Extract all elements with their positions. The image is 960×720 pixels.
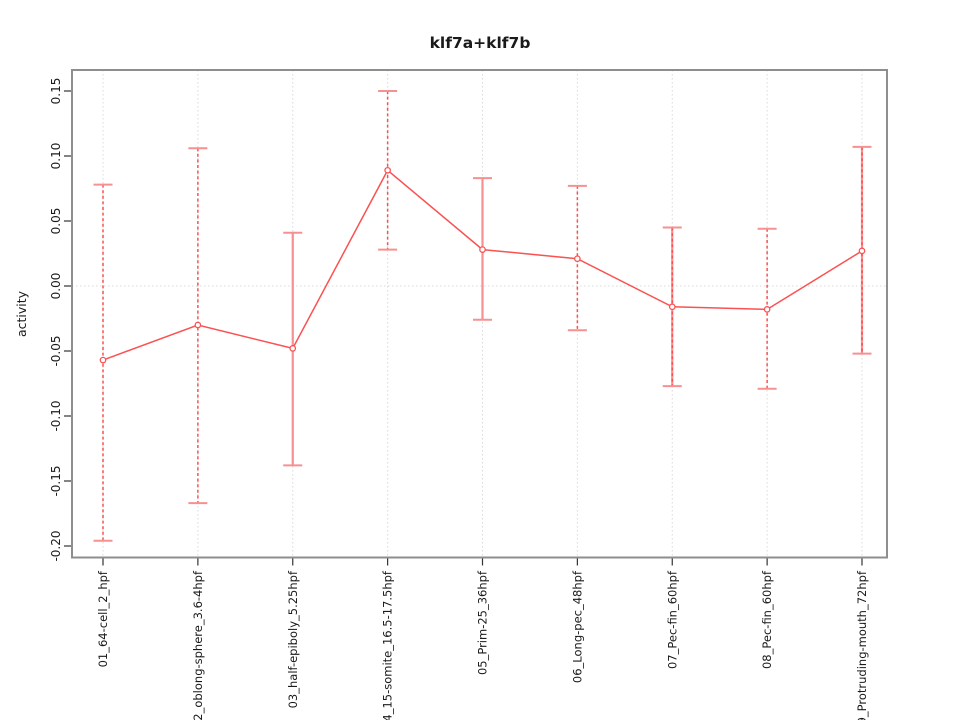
data-point-marker: [763, 306, 771, 313]
x-tick-label: 03_half-epiboly_5.25hpf: [286, 570, 300, 708]
x-tick-label: 07_Pec-fin_60hpf: [665, 570, 679, 669]
data-point-marker: [668, 303, 676, 311]
y-tick-label: 0.00: [49, 273, 63, 300]
y-tick-label: -0.05: [49, 335, 63, 366]
y-tick-label: 0.05: [49, 208, 63, 235]
data-point-marker: [384, 166, 391, 174]
x-tick-label: 04_15-somite_16.5-17.5hpf: [381, 570, 395, 720]
y-tick-label: -0.10: [49, 400, 63, 431]
y-tick-label: -0.20: [49, 530, 63, 561]
data-point-marker: [289, 345, 297, 352]
y-tick-label: -0.15: [49, 465, 63, 496]
data-point-marker: [194, 321, 202, 329]
chart-title: klf7a+klf7b: [430, 34, 531, 52]
y-tick-label: 0.10: [49, 143, 63, 170]
plot-box: [71, 69, 888, 559]
x-tick-label: 02_oblong-sphere_3.6-4hpf: [191, 570, 205, 720]
x-tick-label: 06_Long-pec_48hpf: [570, 570, 584, 683]
data-point-marker: [99, 356, 107, 364]
x-tick-label: 08_Pec-fin_60hpf: [760, 570, 774, 669]
x-tick-label: 01_64-cell_2_hpf: [96, 570, 110, 667]
data-point-marker: [858, 247, 866, 255]
y-axis-title: activity: [14, 290, 29, 337]
y-tick-label: 0.15: [49, 78, 63, 105]
x-tick-label: 05_Prim-25_36hpf: [476, 570, 490, 675]
data-point-marker: [574, 255, 581, 263]
x-tick-label: 09_Protruding-mouth_72hpf: [855, 570, 869, 720]
data-point-marker: [479, 246, 486, 253]
